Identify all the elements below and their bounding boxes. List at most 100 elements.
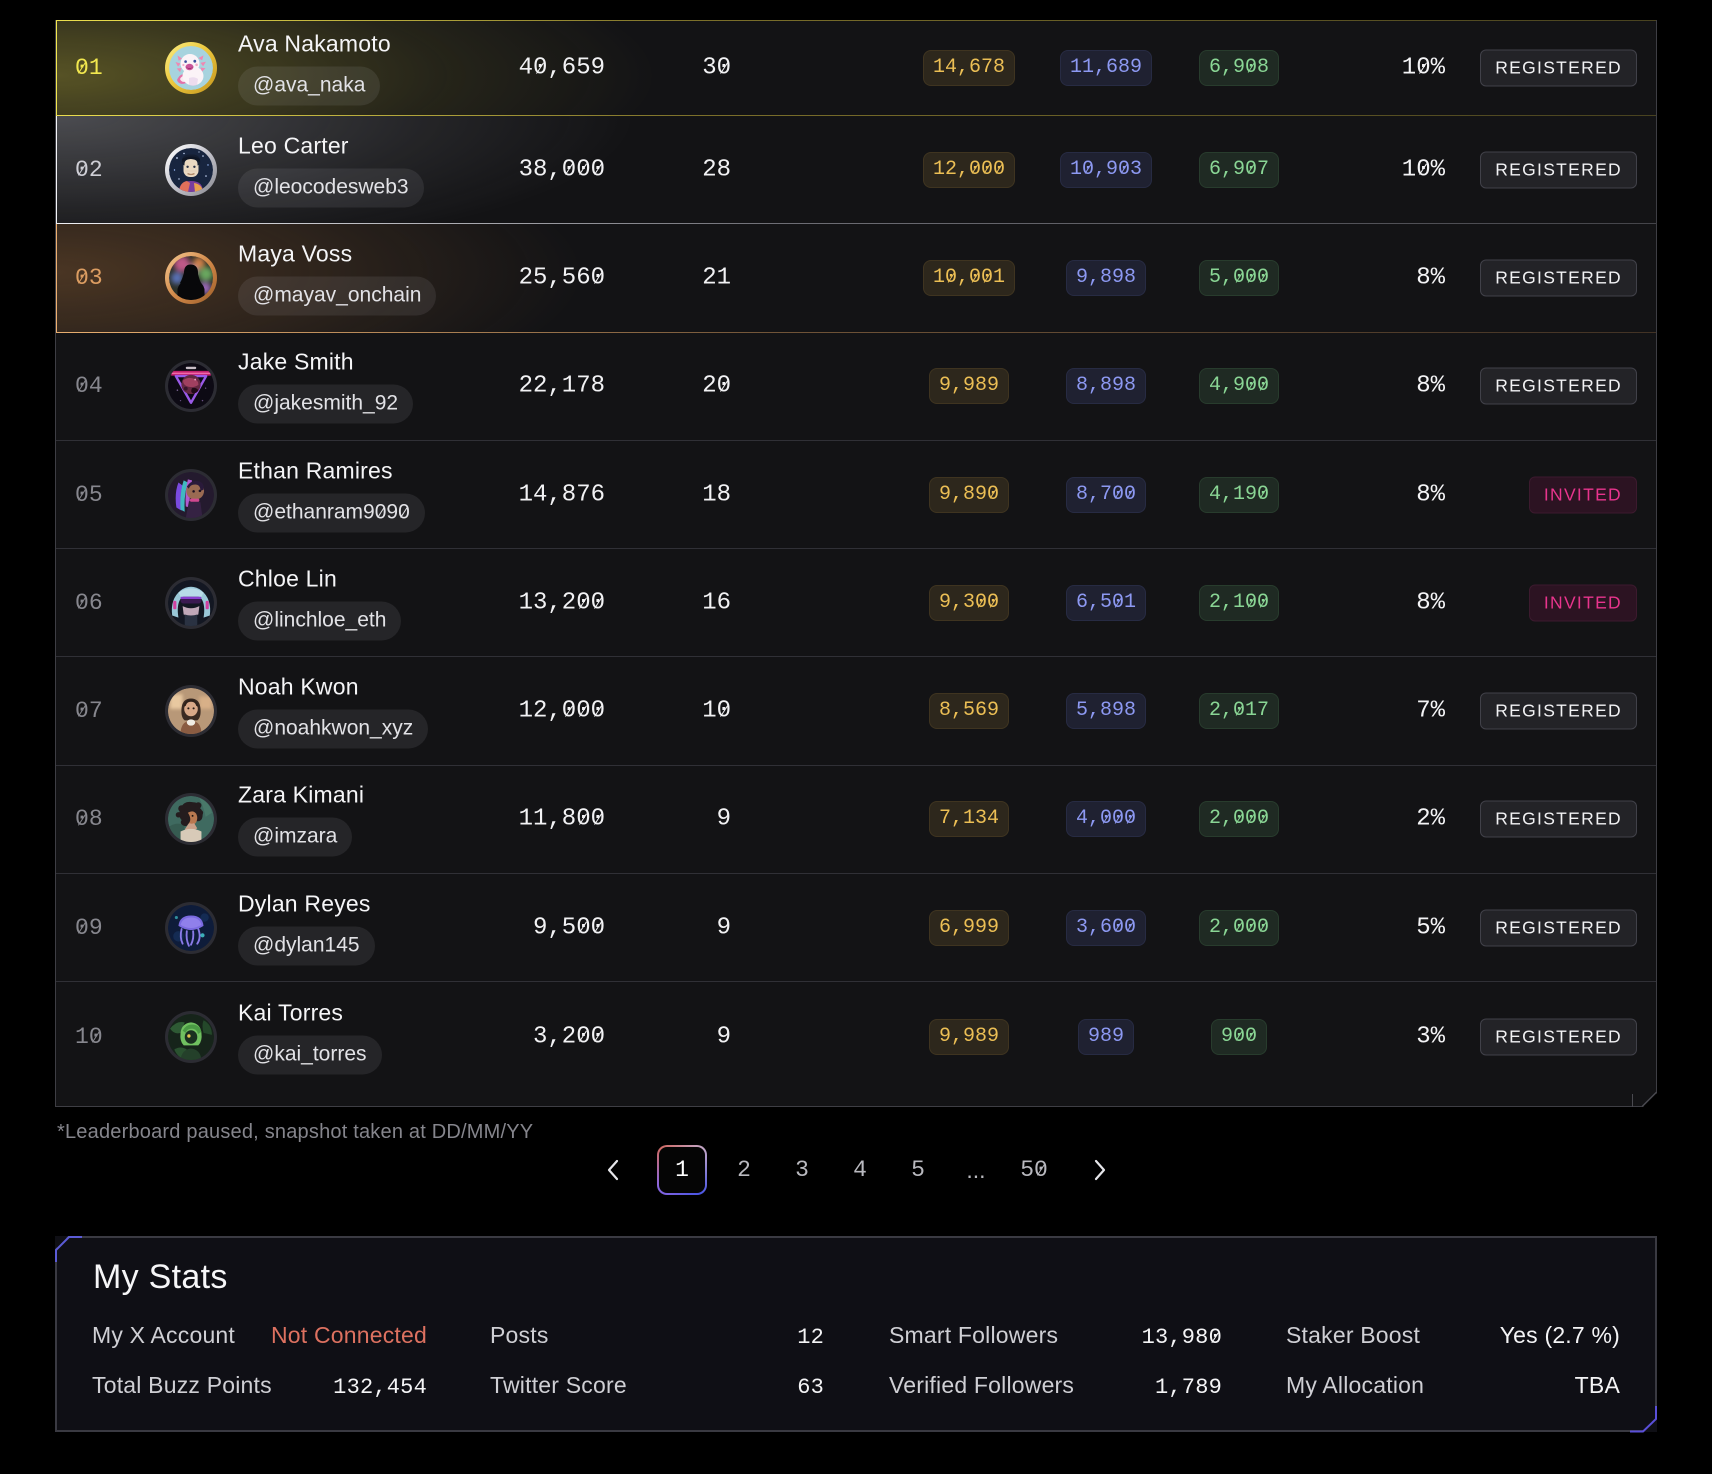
buzz-points-value: 12,000 xyxy=(518,697,605,725)
amber-metric-chip: 12,000 xyxy=(923,152,1015,188)
table-row[interactable]: 08 Zara Kimani @imzara 11,800 9 7,134 4,… xyxy=(55,766,1657,874)
avatar xyxy=(165,793,217,845)
table-row[interactable]: 06 Chloe Lin @linchloe_eth 13,200 16 9,3… xyxy=(55,549,1657,657)
avatar-visor-icon xyxy=(168,580,214,626)
user-handle-badge: @jakesmith_92 xyxy=(238,385,413,424)
buzz-points-value: 13,200 xyxy=(518,589,605,617)
panel-corner-accents xyxy=(55,1236,1657,1432)
allocation-percent: 8% xyxy=(1416,264,1445,292)
buzz-points-value: 11,800 xyxy=(518,805,605,833)
page-number[interactable]: 4 xyxy=(853,1157,867,1183)
stat-label: Staker Boost xyxy=(1286,1322,1421,1348)
status-button[interactable]: REGISTERED xyxy=(1480,909,1637,946)
table-row[interactable]: 10 Kai Torres @kai_torres 3,200 9 9,989 … xyxy=(55,982,1657,1090)
avatar xyxy=(165,144,217,196)
stat-value: 132,454 xyxy=(333,1375,427,1400)
avatar xyxy=(165,469,217,521)
table-row[interactable]: 09 Dylan Reyes @dylan145 9,500 9 6,999 3… xyxy=(55,874,1657,982)
page-number[interactable]: 2 xyxy=(737,1157,751,1183)
green-metric-chip: 4,190 xyxy=(1199,477,1279,513)
stat-value: 1,789 xyxy=(1154,1375,1222,1400)
stat-label: Total Buzz Points xyxy=(92,1372,272,1398)
chevron-left-icon[interactable] xyxy=(599,1157,625,1183)
avatar xyxy=(165,577,217,629)
panel-surface xyxy=(55,1236,1657,1432)
indigo-metric-chip: 989 xyxy=(1078,1019,1134,1055)
stat-value: Yes (2.7 %) xyxy=(1499,1322,1620,1348)
avatar xyxy=(165,252,217,304)
allocation-percent: 8% xyxy=(1416,481,1445,509)
user-name: Dylan Reyes xyxy=(238,890,371,917)
stat-label: My Allocation xyxy=(1286,1372,1425,1398)
page-number[interactable]: 3 xyxy=(795,1157,809,1183)
allocation-percent: 8% xyxy=(1416,589,1445,617)
allocation-percent: 2% xyxy=(1416,805,1445,833)
rank-number: 05 xyxy=(75,481,103,508)
stat-value: TBA xyxy=(1574,1372,1620,1398)
user-name: Zara Kimani xyxy=(238,781,365,808)
connect-x-account-link[interactable]: Not Connected xyxy=(270,1322,427,1348)
table-row[interactable]: 04 Jake Smith @jakesmith_92 22,178 20 9,… xyxy=(55,333,1657,441)
user-handle-badge: @imzara xyxy=(238,818,352,857)
page-number[interactable]: 50 xyxy=(1020,1157,1048,1183)
amber-metric-chip: 14,678 xyxy=(923,50,1015,86)
posts-count: 30 xyxy=(702,54,731,82)
page-ellipsis: ... xyxy=(966,1156,986,1183)
indigo-metric-chip: 8,700 xyxy=(1066,477,1146,513)
table-rows: 01 Ava Nakamoto @ava_naka 40,659 30 14,6… xyxy=(55,20,1657,1091)
posts-count: 9 xyxy=(716,1023,731,1051)
allocation-percent: 3% xyxy=(1416,1023,1445,1051)
status-button[interactable]: REGISTERED xyxy=(1480,801,1637,838)
amber-metric-chip: 6,999 xyxy=(929,910,1009,946)
table-row[interactable]: 01 Ava Nakamoto @ava_naka 40,659 30 14,6… xyxy=(55,20,1657,116)
posts-count: 18 xyxy=(702,481,731,509)
rank-number: 09 xyxy=(75,914,103,941)
status-button[interactable]: REGISTERED xyxy=(1480,693,1637,730)
user-name: Ethan Ramires xyxy=(238,457,393,484)
indigo-metric-chip: 10,903 xyxy=(1060,152,1152,188)
table-row[interactable]: 02 Leo Carter @leocodesweb3 38,000 28 12… xyxy=(55,116,1657,224)
status-button[interactable]: REGISTERED xyxy=(1480,368,1637,405)
table-border-right xyxy=(1656,20,1657,1107)
status-button[interactable]: INVITED xyxy=(1529,584,1637,621)
posts-count: 9 xyxy=(716,914,731,942)
user-handle-badge: @mayav_onchain xyxy=(238,276,436,315)
indigo-metric-chip: 5,898 xyxy=(1066,693,1146,729)
posts-count: 16 xyxy=(702,589,731,617)
avatar-cyber-braids-icon xyxy=(168,472,214,518)
leaderboard-footnote: *Leaderboard paused, snapshot taken at D… xyxy=(57,1121,534,1143)
green-metric-chip: 900 xyxy=(1211,1019,1267,1055)
avatar xyxy=(165,1011,217,1063)
buzz-points-value: 22,178 xyxy=(518,372,605,400)
table-border-bottom xyxy=(55,1106,1657,1107)
my-stats-panel: My Stats My X Account Not Connected Total … xyxy=(55,1236,1657,1432)
table-row[interactable]: 05 Ethan Ramires @ethanram9090 14,876 18… xyxy=(55,441,1657,549)
user-name: Kai Torres xyxy=(238,999,344,1026)
buzz-points-value: 25,560 xyxy=(518,264,605,292)
rank-number: 06 xyxy=(75,589,103,616)
table-row[interactable]: 03 Maya Voss @mayav_onchain 25,560 21 10… xyxy=(55,224,1657,332)
page-active[interactable]: 1 xyxy=(657,1145,707,1195)
status-button[interactable]: REGISTERED xyxy=(1480,50,1637,87)
green-metric-chip: 5,000 xyxy=(1199,260,1279,296)
corner-tick-decoration xyxy=(1632,1094,1633,1107)
status-button[interactable]: REGISTERED xyxy=(1480,151,1637,188)
status-button[interactable]: REGISTERED xyxy=(1480,259,1637,296)
avatar xyxy=(165,360,217,412)
rank-number: 04 xyxy=(75,373,103,400)
page-number[interactable]: 5 xyxy=(911,1157,925,1183)
buzz-points-value: 9,500 xyxy=(532,914,605,942)
avatar-painterly-icon xyxy=(168,796,214,842)
posts-count: 10 xyxy=(702,697,731,725)
allocation-percent: 5% xyxy=(1416,914,1445,942)
status-button[interactable]: INVITED xyxy=(1529,476,1637,513)
status-button[interactable]: REGISTERED xyxy=(1480,1018,1637,1055)
chevron-right-icon[interactable] xyxy=(1087,1157,1113,1183)
user-handle-badge: @ava_naka xyxy=(238,67,380,106)
buzz-points-value: 14,876 xyxy=(518,481,605,509)
green-metric-chip: 6,907 xyxy=(1199,152,1279,188)
indigo-metric-chip: 11,689 xyxy=(1060,50,1152,86)
user-name: Maya Voss xyxy=(238,240,353,267)
buzz-points-value: 40,659 xyxy=(518,54,605,82)
table-row[interactable]: 07 Noah Kwon @noahkwon_xyz 12,000 10 8,5… xyxy=(55,657,1657,765)
